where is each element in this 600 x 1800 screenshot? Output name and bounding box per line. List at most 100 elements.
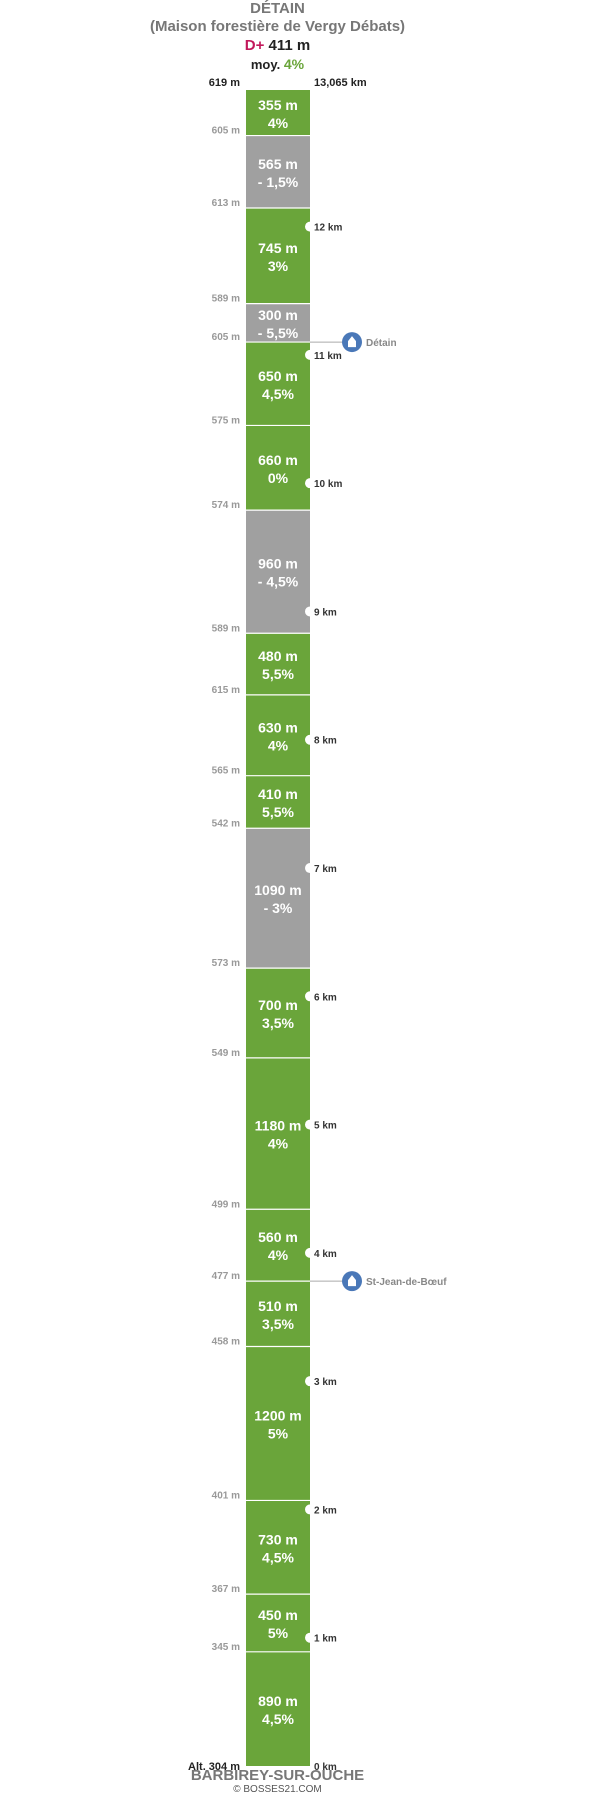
km-notch	[305, 734, 315, 745]
boundary-altitude: 367 m	[212, 1584, 240, 1595]
segment-grade: - 3%	[264, 900, 293, 916]
km-notch	[305, 349, 315, 360]
total-distance: 13,065 km	[314, 77, 367, 89]
segment-grade: 3,5%	[262, 1015, 294, 1031]
segment-climb	[246, 633, 310, 695]
segment-length: 510 m	[258, 1298, 298, 1314]
segment-grade: - 1,5%	[258, 174, 299, 190]
segment-climb	[246, 694, 310, 776]
segment-length: 560 m	[258, 1229, 298, 1245]
segment-grade: 5%	[268, 1625, 289, 1641]
boundary-altitude: 605 m	[212, 332, 240, 343]
avg-label: moy.	[250, 57, 281, 72]
segment-climb	[246, 968, 310, 1058]
segment-grade: 0%	[268, 470, 289, 486]
segment-length: 1180 m	[255, 1118, 302, 1134]
boundary-altitude: 477 m	[212, 1271, 240, 1282]
place-name: St-Jean-de-Bœuf	[366, 1277, 447, 1288]
segment-grade: 3%	[268, 258, 289, 274]
km-marker-label: 10 km	[314, 479, 342, 490]
km-marker-label: 5 km	[314, 1121, 337, 1132]
segment-grade: 5,5%	[262, 804, 294, 820]
segment-descent	[246, 303, 310, 343]
segment-length: 1090 m	[254, 882, 301, 898]
segment-grade: 5,5%	[262, 666, 294, 682]
boundary-altitude: 574 m	[212, 500, 240, 511]
segment-grade: 4,5%	[262, 386, 294, 402]
summit-title: DÉTAIN	[250, 0, 305, 17]
km-notch	[305, 221, 315, 232]
segment-grade: 3,5%	[262, 1316, 294, 1332]
km-notch	[305, 478, 315, 489]
segment-grade: 4,5%	[262, 1549, 294, 1565]
segment-length: 300 m	[258, 307, 298, 323]
km-marker-label: 8 km	[314, 736, 337, 747]
segment-grade: 4%	[268, 737, 289, 753]
segment-length: 565 m	[258, 156, 298, 172]
km-notch	[305, 1247, 315, 1258]
segment-length: 480 m	[258, 648, 298, 664]
start-location: BARBIREY-SUR-OUCHE	[190, 1767, 365, 1784]
place-name: Détain	[366, 338, 397, 349]
km-marker-label: 12 km	[314, 223, 342, 234]
segment-length: 960 m	[258, 556, 298, 572]
summit-subtitle: (Maison forestière de Vergy Débats)	[149, 18, 406, 35]
segment-length: 630 m	[258, 719, 298, 735]
segment-length: 745 m	[258, 240, 298, 256]
boundary-altitude: 605 m	[212, 126, 240, 137]
boundary-altitude: 615 m	[212, 685, 240, 696]
segment-climb	[246, 208, 310, 304]
km-marker-label: 0 km	[314, 1762, 337, 1773]
segment-climb	[246, 1651, 310, 1766]
km-marker-label: 7 km	[314, 864, 337, 875]
segment-climb	[246, 1057, 310, 1210]
copyright: © BOSSES21.COM	[233, 1784, 322, 1795]
boundary-altitude: 345 m	[212, 1642, 240, 1653]
boundary-altitude: 549 m	[212, 1048, 240, 1059]
segment-climb	[246, 1346, 310, 1501]
church-glyph	[348, 1275, 356, 1287]
km-notch	[305, 1632, 315, 1643]
segment-climb	[246, 1209, 310, 1282]
start-altitude: Alt. 304 m	[188, 1761, 240, 1773]
segment-length: 650 m	[258, 368, 298, 384]
km-marker-label: 9 km	[314, 607, 337, 618]
segment-descent	[246, 135, 310, 209]
segment-length: 450 m	[258, 1607, 298, 1623]
dplus-label: D+	[244, 37, 265, 54]
boundary-altitude: 573 m	[212, 958, 240, 969]
church-glyph	[348, 336, 356, 348]
segment-climb	[246, 1594, 310, 1652]
segment-climb	[246, 1500, 310, 1595]
segment-grade: - 4,5%	[258, 574, 299, 590]
segment-climb	[246, 425, 310, 511]
segment-climb	[246, 1281, 310, 1347]
segment-climb	[246, 775, 310, 829]
segment-length: 660 m	[258, 452, 298, 468]
km-notch	[305, 863, 315, 874]
segment-grade: 4%	[268, 1136, 289, 1152]
segment-length: 700 m	[258, 997, 298, 1013]
boundary-altitude: 542 m	[212, 818, 240, 829]
boundary-altitude: 589 m	[212, 294, 240, 305]
km-notch	[305, 1504, 315, 1515]
km-notch	[305, 1376, 315, 1387]
segment-grade: - 5,5%	[258, 325, 299, 341]
boundary-altitude: 575 m	[212, 415, 240, 426]
boundary-altitude: 458 m	[212, 1337, 240, 1348]
segment-length: 1200 m	[254, 1407, 301, 1423]
segment-descent	[246, 510, 310, 634]
boundary-altitude: 401 m	[212, 1490, 240, 1501]
boundary-altitude: 613 m	[212, 198, 240, 209]
km-marker-label: 2 km	[314, 1505, 337, 1516]
km-notch	[305, 1119, 315, 1130]
segment-length: 890 m	[258, 1693, 298, 1709]
elevation-gain: D+ 411 m	[0, 37, 555, 55]
km-notch	[305, 991, 315, 1002]
km-marker-label: 4 km	[314, 1249, 337, 1260]
km-notch	[305, 606, 315, 617]
segment-grade: 4%	[268, 115, 289, 131]
segment-length: 730 m	[258, 1531, 298, 1547]
summit-altitude: 619 m	[209, 77, 240, 89]
